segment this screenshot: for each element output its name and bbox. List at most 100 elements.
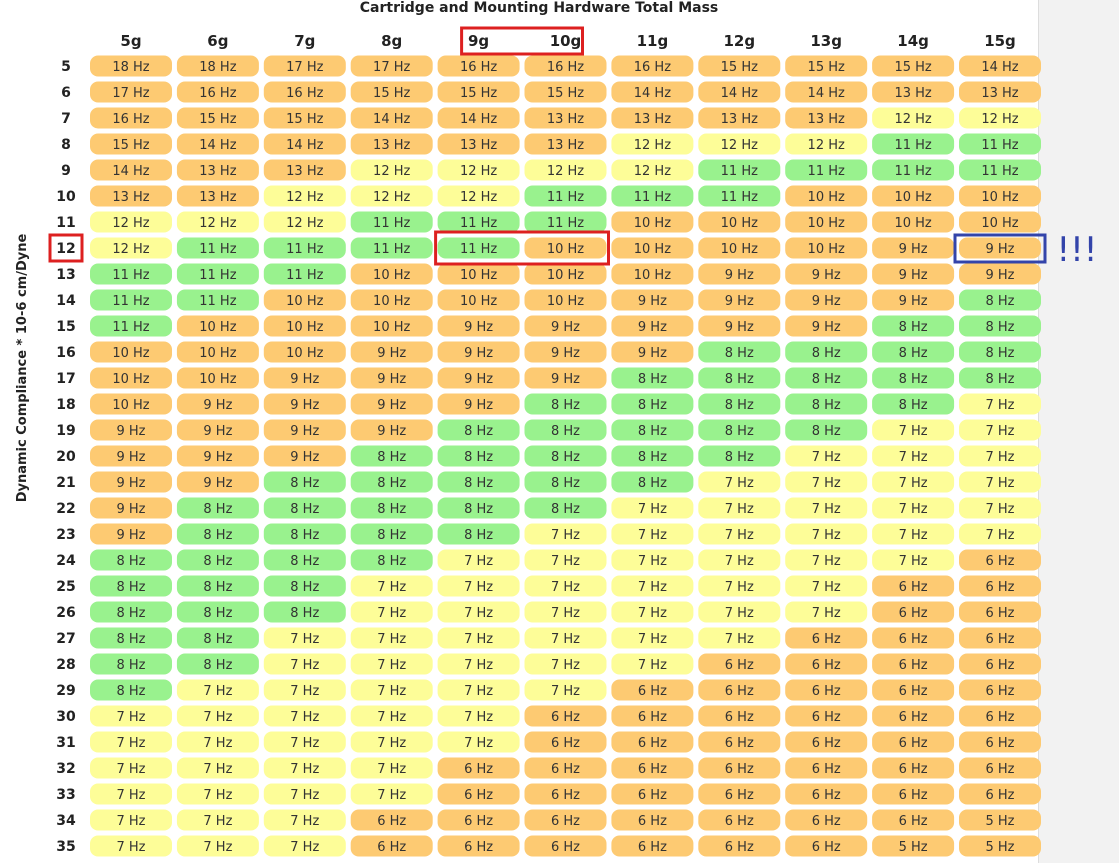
cell-label-28-5g: 8 Hz [116, 658, 145, 673]
cell-20-6g [176, 445, 259, 467]
cell-label-25-9g: 7 Hz [464, 580, 493, 595]
cell-label-23-8g: 8 Hz [377, 528, 406, 543]
cell-label-13-8g: 10 Hz [373, 268, 410, 283]
cell-label-14-14g: 9 Hz [899, 294, 928, 309]
cell-25-9g [437, 575, 520, 597]
cell-17-6g [176, 367, 259, 389]
cell-26-11g [611, 601, 694, 623]
cell-label-5-9g: 16 Hz [460, 60, 497, 75]
cell-label-27-8g: 7 Hz [377, 632, 406, 647]
cell-5-5g [90, 55, 172, 77]
scrollbar-track[interactable] [1038, 0, 1119, 863]
cell-21-5g [90, 471, 172, 493]
cell-label-18-8g: 9 Hz [377, 398, 406, 413]
cell-14-12g [698, 289, 781, 311]
cell-17-15g [959, 367, 1041, 389]
cell-label-34-14g: 6 Hz [899, 814, 928, 829]
cell-15-6g [176, 315, 259, 337]
cell-33-8g [350, 783, 433, 805]
cell-31-14g [872, 731, 955, 753]
cell-label-18-5g: 10 Hz [112, 398, 149, 413]
cell-label-20-8g: 8 Hz [377, 450, 406, 465]
cell-10-6g [176, 185, 259, 207]
cell-label-30-10g: 6 Hz [551, 710, 580, 725]
cell-20-11g [611, 445, 694, 467]
cell-21-12g [698, 471, 781, 493]
cell-26-13g [785, 601, 868, 623]
cell-label-5-11g: 16 Hz [634, 60, 671, 75]
cell-label-12-5g: 12 Hz [112, 242, 149, 257]
cell-label-15-5g: 11 Hz [112, 320, 149, 335]
cell-20-13g [785, 445, 868, 467]
cell-label-8-11g: 12 Hz [634, 138, 671, 153]
cell-20-12g [698, 445, 781, 467]
row-header-33: 33 [56, 787, 75, 803]
cell-label-31-11g: 6 Hz [638, 736, 667, 751]
cell-label-18-12g: 8 Hz [725, 398, 754, 413]
cell-8-8g [350, 133, 433, 155]
cell-24-9g [437, 549, 520, 571]
cell-11-5g [90, 211, 172, 233]
cell-label-14-9g: 10 Hz [460, 294, 497, 309]
cell-label-21-8g: 8 Hz [377, 476, 406, 491]
cell-label-14-13g: 9 Hz [812, 294, 841, 309]
cell-16-9g [437, 341, 520, 363]
cell-15-8g [350, 315, 433, 337]
cell-7-14g [872, 107, 955, 129]
cell-13-14g [872, 263, 955, 285]
cell-label-31-13g: 6 Hz [812, 736, 841, 751]
cell-20-7g [263, 445, 346, 467]
cell-33-9g [437, 783, 520, 805]
cell-5-10g [524, 55, 607, 77]
cell-label-13-11g: 10 Hz [634, 268, 671, 283]
row-header-18: 18 [56, 397, 75, 413]
cell-32-10g [524, 757, 607, 779]
cell-label-5-12g: 15 Hz [721, 60, 758, 75]
cell-32-11g [611, 757, 694, 779]
cell-label-12-9g: 11 Hz [460, 242, 497, 257]
cell-label-9-15g: 11 Hz [981, 164, 1018, 179]
cell-30-12g [698, 705, 781, 727]
cell-28-13g [785, 653, 868, 675]
cell-label-5-7g: 17 Hz [286, 60, 323, 75]
cell-label-32-9g: 6 Hz [464, 762, 493, 777]
cell-24-15g [959, 549, 1041, 571]
cell-30-11g [611, 705, 694, 727]
cell-34-14g [872, 809, 955, 831]
cell-18-15g [959, 393, 1041, 415]
cell-16-11g [611, 341, 694, 363]
cell-26-15g [959, 601, 1041, 623]
cell-label-11-10g: 11 Hz [547, 216, 584, 231]
cell-8-7g [263, 133, 346, 155]
cell-label-34-12g: 6 Hz [725, 814, 754, 829]
cell-25-10g [524, 575, 607, 597]
row-header-13: 13 [56, 267, 75, 283]
cell-14-15g [959, 289, 1041, 311]
cell-23-14g [872, 523, 955, 545]
cell-30-7g [263, 705, 346, 727]
cell-label-29-15g: 6 Hz [985, 684, 1014, 699]
cell-12-9g [437, 237, 520, 259]
cell-9-12g [698, 159, 781, 181]
cell-label-30-14g: 6 Hz [899, 710, 928, 725]
cell-label-30-11g: 6 Hz [638, 710, 667, 725]
cell-label-11-7g: 12 Hz [286, 216, 323, 231]
cell-label-9-5g: 14 Hz [112, 164, 149, 179]
cell-31-11g [611, 731, 694, 753]
cell-23-13g [785, 523, 868, 545]
cell-label-23-14g: 7 Hz [899, 528, 928, 543]
cell-17-11g [611, 367, 694, 389]
cell-label-18-15g: 7 Hz [985, 398, 1014, 413]
cell-9-9g [437, 159, 520, 181]
cell-label-6-7g: 16 Hz [286, 86, 323, 101]
row-header-17: 17 [56, 371, 75, 387]
cell-17-9g [437, 367, 520, 389]
cell-label-13-10g: 10 Hz [547, 268, 584, 283]
cell-label-13-13g: 9 Hz [812, 268, 841, 283]
column-header-14g: 14g [897, 32, 929, 50]
cell-11-10g [524, 211, 607, 233]
cell-label-10-5g: 13 Hz [112, 190, 149, 205]
cell-32-6g [176, 757, 259, 779]
cell-32-5g [90, 757, 172, 779]
cell-label-28-10g: 7 Hz [551, 658, 580, 673]
